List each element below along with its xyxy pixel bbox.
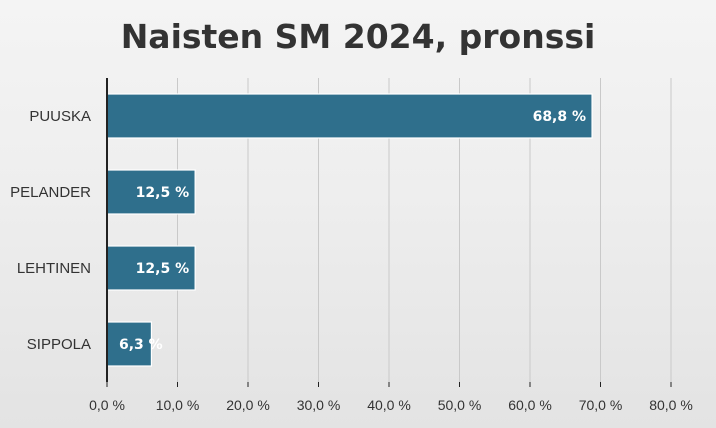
- category-label: PUUSKA: [29, 108, 91, 125]
- x-tick-label: 10,0 %: [156, 397, 200, 413]
- x-tick-label: 70,0 %: [579, 397, 623, 413]
- data-label: 6,3 %: [119, 337, 163, 353]
- category-label: SIPPOLA: [27, 336, 91, 353]
- category-labels: PUUSKA PELANDER LEHTINEN SIPPOLA: [10, 108, 91, 353]
- x-tick-label: 50,0 %: [438, 397, 482, 413]
- data-labels: 68,8 % 12,5 % 12,5 % 6,3 %: [119, 109, 586, 353]
- data-label: 12,5 %: [136, 185, 189, 201]
- x-tick-labels: 0,0 % 10,0 % 20,0 % 30,0 % 40,0 % 50,0 % 60,0 …: [89, 397, 693, 413]
- x-tick-label: 20,0 %: [226, 397, 270, 413]
- bar: [106, 93, 593, 139]
- bars: [106, 93, 593, 367]
- x-tick-label: 0,0 %: [89, 397, 125, 413]
- x-tick-label: 80,0 %: [649, 397, 693, 413]
- data-label: 68,8 %: [533, 109, 586, 125]
- data-label: 12,5 %: [136, 261, 189, 277]
- category-label: PELANDER: [10, 184, 91, 201]
- chart-title: Naisten SM 2024, pronssi: [121, 17, 596, 56]
- x-tick-label: 40,0 %: [367, 397, 411, 413]
- x-tick-label: 30,0 %: [297, 397, 341, 413]
- category-label: LEHTINEN: [17, 260, 91, 277]
- x-tick-label: 60,0 %: [508, 397, 552, 413]
